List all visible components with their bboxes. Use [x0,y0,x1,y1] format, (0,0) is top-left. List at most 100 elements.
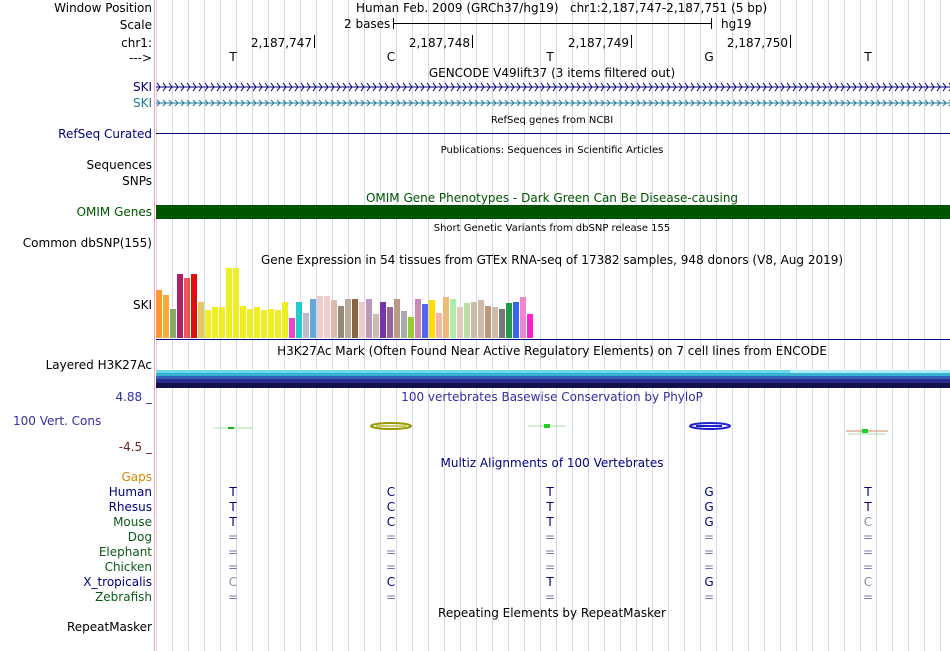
ski-gene-track-2[interactable] [156,96,950,110]
gtex-tissue-bar[interactable] [373,314,379,338]
gtex-tissue-bar[interactable] [163,295,169,338]
gtex-tissue-bar[interactable] [366,299,372,338]
gtex-tissue-bar[interactable] [310,299,316,338]
gtex-tissue-bar[interactable] [170,309,176,338]
gtex-tissue-bar[interactable] [380,302,386,338]
grid-line [812,0,813,651]
gtex-ski-label[interactable]: SKI [132,298,152,312]
gtex-tissue-bar[interactable] [478,300,484,338]
gtex-tissue-bar[interactable] [429,300,435,338]
grid-line [748,0,749,651]
gtex-tissue-bar[interactable] [324,296,330,338]
gtex-tissue-bar[interactable] [415,299,421,338]
common-dbsnp-label[interactable]: Common dbSNP(155) [22,236,152,250]
label-column-divider [154,0,155,651]
gtex-tissue-bar[interactable] [394,299,400,338]
gtex-tissue-bar[interactable] [520,297,526,338]
layered-h3k27ac-label[interactable]: Layered H3K27Ac [45,358,152,372]
gtex-tissue-bar[interactable] [205,310,211,338]
species-label[interactable]: Zebrafish [95,590,152,604]
cons-min-label: -4.5 _ [118,440,152,454]
aligned-base: = [385,545,397,559]
gtex-tissue-bar[interactable] [268,309,274,338]
gtex-tissue-bar[interactable] [499,309,505,338]
sequences-label[interactable]: Sequences [86,158,152,172]
vert-cons-label[interactable]: 100 Vert. Cons [13,414,102,428]
species-label[interactable]: Mouse [113,515,152,529]
gtex-tissue-bar[interactable] [212,307,218,338]
phylop-signal[interactable] [156,416,950,440]
gtex-tissue-bar[interactable] [240,306,246,338]
gtex-tissue-bar[interactable] [527,314,533,338]
gtex-tissue-bar[interactable] [219,307,225,338]
grid-line [876,0,877,651]
omim-gene-bar[interactable] [156,205,950,219]
multiz-track-title: Multiz Alignments of 100 Vertebrates [440,456,664,470]
gtex-tissue-bar[interactable] [261,310,267,338]
ski-gene-track-1[interactable] [156,80,950,94]
aligned-base: = [544,530,556,544]
gtex-tissue-bar[interactable] [352,299,358,338]
gtex-tissue-bar[interactable] [289,318,295,338]
species-label[interactable]: Human [108,485,152,499]
gtex-tissue-bar[interactable] [177,274,183,338]
gtex-tissue-bar[interactable] [492,307,498,338]
gtex-tissue-bar[interactable] [359,302,365,338]
gtex-tissue-bar[interactable] [275,310,281,338]
omim-genes-label[interactable]: OMIM Genes [76,205,152,219]
aligned-base: C [863,575,873,589]
gtex-tissue-bar[interactable] [254,307,260,338]
gtex-tissue-bar[interactable] [464,303,470,338]
aligned-base: = [544,590,556,604]
gtex-tissue-bar[interactable] [387,307,393,338]
gtex-expression-chart[interactable] [156,268,536,338]
gtex-tissue-bar[interactable] [226,268,232,338]
gtex-tissue-bar[interactable] [184,278,190,338]
gtex-tissue-bar[interactable] [303,313,309,338]
h3k27ac-signal-stack[interactable] [156,370,950,388]
species-label[interactable]: X_tropicalis [83,575,152,589]
gtex-tissue-bar[interactable] [506,303,512,338]
gtex-tissue-bar[interactable] [457,307,463,338]
refseq-gene-line[interactable] [156,133,950,134]
gtex-tissue-bar[interactable] [513,302,519,338]
grid-line [204,0,205,651]
aligned-base: = [862,560,874,574]
species-label[interactable]: Elephant [98,545,152,559]
gtex-tissue-bar[interactable] [485,306,491,338]
h3k27ac-layer-1 [156,370,950,373]
gtex-tissue-bar[interactable] [156,290,162,338]
gtex-tissue-bar[interactable] [317,296,323,338]
scale-label: Scale [119,18,152,32]
repeatmasker-label[interactable]: RepeatMasker [66,620,152,634]
gtex-tissue-bar[interactable] [401,311,407,338]
gtex-tissue-bar[interactable] [198,302,204,338]
species-label[interactable]: Gaps [121,470,152,484]
gtex-tissue-bar[interactable] [345,299,351,338]
gtex-tissue-bar[interactable] [233,268,239,338]
gtex-tissue-bar[interactable] [408,317,414,338]
snps-label[interactable]: SNPs [122,174,152,188]
gtex-tissue-bar[interactable] [436,313,442,338]
species-label[interactable]: Chicken [104,560,152,574]
strand-arrow-label: ---> [128,51,152,65]
ski-gene-label-1[interactable]: SKI [132,80,152,94]
gtex-tissue-bar[interactable] [338,306,344,338]
gtex-tissue-bar[interactable] [443,297,449,338]
ski-gene-label-2[interactable]: SKI [132,96,152,110]
aligned-base: G [704,500,714,514]
species-label[interactable]: Dog [127,530,152,544]
aligned-base: = [385,560,397,574]
refseq-curated-label[interactable]: RefSeq Curated [58,127,152,141]
gtex-tissue-bar[interactable] [247,309,253,338]
gtex-tissue-bar[interactable] [282,302,288,338]
species-label[interactable]: Rhesus [108,500,152,514]
gtex-tissue-bar[interactable] [422,304,428,338]
gtex-tissue-bar[interactable] [296,302,302,338]
gtex-tissue-bar[interactable] [191,274,197,338]
gtex-tissue-bar[interactable] [450,299,456,338]
gtex-tissue-bar[interactable] [471,302,477,338]
gtex-tissue-bar[interactable] [331,300,337,338]
aligned-base: C [386,500,396,514]
aligned-base: = [227,590,239,604]
